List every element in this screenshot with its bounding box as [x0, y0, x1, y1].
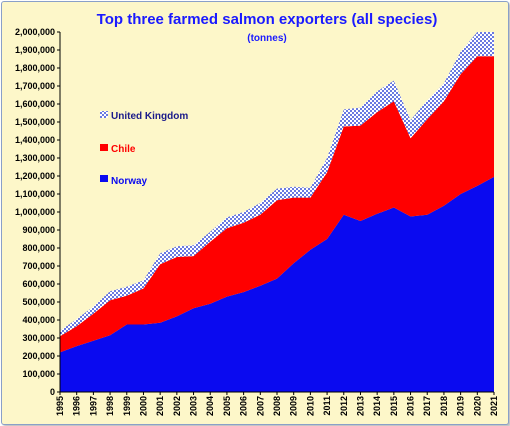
y-tick-label: 1,400,000: [15, 135, 55, 145]
y-tick-label: 1,500,000: [15, 117, 55, 127]
y-tick-label: 100,000: [22, 369, 55, 379]
y-tick-label: 400,000: [22, 315, 55, 325]
x-tick-label: 1996: [72, 396, 82, 416]
x-tick-label: 2012: [339, 396, 349, 416]
y-tick-label: 1,000,000: [15, 207, 55, 217]
x-tick-label: 2014: [372, 396, 382, 416]
x-tick-label: 2003: [189, 396, 199, 416]
legend: United Kingdom Chile Norway: [100, 111, 188, 187]
x-tick-label: 2001: [155, 396, 165, 416]
x-tick-label: 2008: [272, 396, 282, 416]
y-tick-label: 600,000: [22, 279, 55, 289]
y-tick-label: 1,800,000: [15, 63, 55, 73]
area-norway: [60, 176, 494, 392]
x-tick-label: 2021: [489, 396, 499, 416]
y-tick-label: 700,000: [22, 261, 55, 271]
legend-label-norway: Norway: [111, 176, 148, 187]
legend-label-chile: Chile: [111, 144, 136, 155]
y-tick-label: 900,000: [22, 225, 55, 235]
x-tick-label: 2005: [222, 396, 232, 416]
y-tick-label: 0: [50, 387, 55, 397]
x-tick-label: 2011: [322, 396, 332, 416]
x-tick-labels: 1995 1996 1997 1998 1999 2000 2001 2002 2003 2004…: [55, 392, 499, 416]
y-tick-label: 1,600,000: [15, 99, 55, 109]
y-tick-labels: 0 100,000 200,000 300,000 400,000 500,000 600,…: [15, 27, 60, 397]
y-tick-label: 2,000,000: [15, 27, 55, 37]
y-tick-label: 1,900,000: [15, 45, 55, 55]
x-tick-label: 2020: [472, 396, 482, 416]
chart-title: Top three farmed salmon exporters (all s…: [97, 11, 438, 28]
x-tick-label: 2015: [389, 396, 399, 416]
x-tick-label: 2013: [355, 396, 365, 416]
y-tick-label: 1,200,000: [15, 171, 55, 181]
x-tick-label: 1998: [105, 396, 115, 416]
legend-swatch-united-kingdom: [100, 111, 108, 118]
area-united-kingdom: [60, 32, 494, 337]
x-tick-label: 2010: [305, 396, 315, 416]
y-tick-label: 1,300,000: [15, 153, 55, 163]
y-tick-label: 500,000: [22, 297, 55, 307]
legend-swatch-norway: [100, 175, 108, 182]
x-tick-label: 1997: [88, 396, 98, 416]
chart-subtitle: (tonnes): [247, 33, 286, 44]
area-series-group: [60, 32, 494, 392]
area-chile: [60, 56, 494, 353]
x-tick-label: 2000: [138, 396, 148, 416]
x-tick-label: 2016: [406, 396, 416, 416]
x-tick-label: 1995: [55, 396, 65, 416]
legend-label-united-kingdom: United Kingdom: [111, 111, 188, 122]
x-tick-label: 2017: [422, 396, 432, 416]
x-tick-label: 2019: [456, 396, 466, 416]
y-tick-label: 800,000: [22, 243, 55, 253]
y-tick-label: 1,700,000: [15, 81, 55, 91]
x-tick-label: 2007: [255, 396, 265, 416]
x-tick-label: 2002: [172, 396, 182, 416]
x-tick-label: 2004: [205, 396, 215, 416]
y-tick-label: 300,000: [22, 333, 55, 343]
y-tick-label: 1,100,000: [15, 189, 55, 199]
legend-swatch-chile: [100, 144, 108, 151]
x-tick-label: 1999: [122, 396, 132, 416]
x-tick-label: 2018: [439, 396, 449, 416]
x-tick-label: 2009: [289, 396, 299, 416]
y-tick-label: 200,000: [22, 351, 55, 361]
x-tick-label: 2006: [239, 396, 249, 416]
